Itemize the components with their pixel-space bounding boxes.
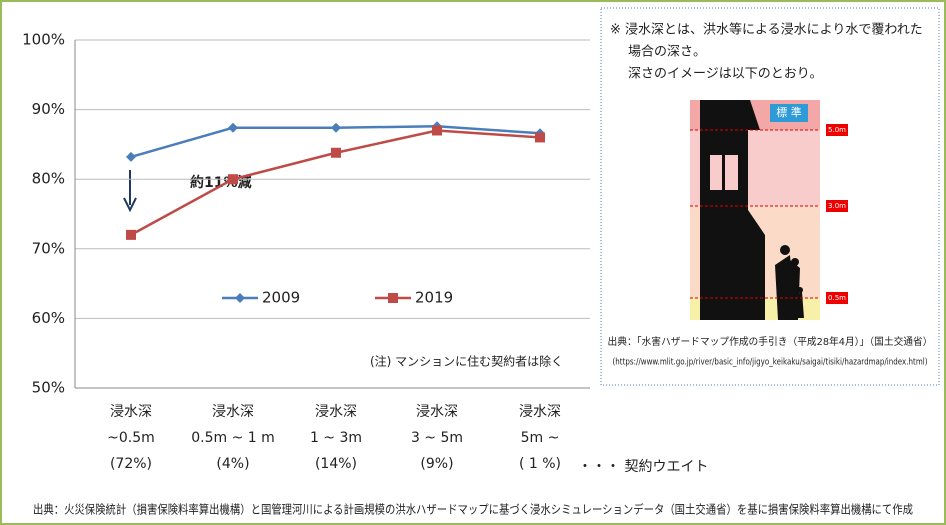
x-tick-label: 1 ~ 3m [310,430,362,446]
chart: 標 準 5.0m 3.0m 0.5m ※ 浸水深とは、洪水等による浸水により水で… [0,0,946,525]
x-tick-label: 3 ~ 5m [411,430,463,446]
depth-label: 0.5m [828,294,846,302]
x-tick-label: (14%) [315,456,357,472]
y-tick-label: 100% [22,31,65,49]
legend-label: 2019 [415,289,453,307]
inset-note: 場合の深さ。 [628,45,706,60]
x-tick-label: (9%) [420,456,453,472]
inset-note: ※ 浸水深とは、洪水等による浸水により水で覆われた [610,22,923,38]
x-tick-label: (72%) [110,456,152,472]
x-tick-label: 浸水深 [212,404,254,420]
x-tick-label: ~0.5m [107,430,155,446]
inset-note: 深さのイメージは以下のとおり。 [628,67,822,82]
point [228,174,238,184]
inset-source: 出典：「水害ハザードマップ作成の手引き（平成28年4月）」（国土交通省） [608,335,933,348]
category-note: ・・・ 契約ウエイト [578,459,708,475]
y-tick-label: 80% [32,170,65,188]
y-tick-label: 70% [32,239,65,257]
x-tick-label: 浸水深 [416,404,458,420]
x-tick-label: 浸水深 [315,404,357,420]
point [535,132,545,142]
page: 標 準 5.0m 3.0m 0.5m ※ 浸水深とは、洪水等による浸水により水で… [0,0,946,525]
y-tick-label: 50% [32,379,65,397]
x-tick-label: 5m ~ [521,430,560,446]
y-tick-label: 60% [32,309,65,327]
point [331,148,341,158]
point [388,293,398,303]
depth-label: 3.0m [828,202,846,210]
legend-label: 2009 [262,289,300,307]
x-tick-label: (4%) [216,456,249,472]
depth-label: 5.0m [828,126,846,134]
x-tick-label: 浸水深 [519,404,561,420]
point [432,125,442,135]
point [126,230,136,240]
badge: 標 準 [776,105,802,119]
y-tick-label: 90% [32,100,65,118]
x-tick-label: 浸水深 [110,404,152,420]
source: 出典：火災保険統計（損害保険料率算出機構）と国管理河川による計画規模の洪水ハザー… [33,502,913,517]
inset-source: (https://www.mlit.go.jp/river/basic_info… [613,358,928,368]
note: (注) マンションに住む契約者は除く [370,354,563,369]
x-tick-label: 0.5m ~ 1 m [191,430,275,446]
x-tick-label: ( 1 %) [519,456,561,472]
